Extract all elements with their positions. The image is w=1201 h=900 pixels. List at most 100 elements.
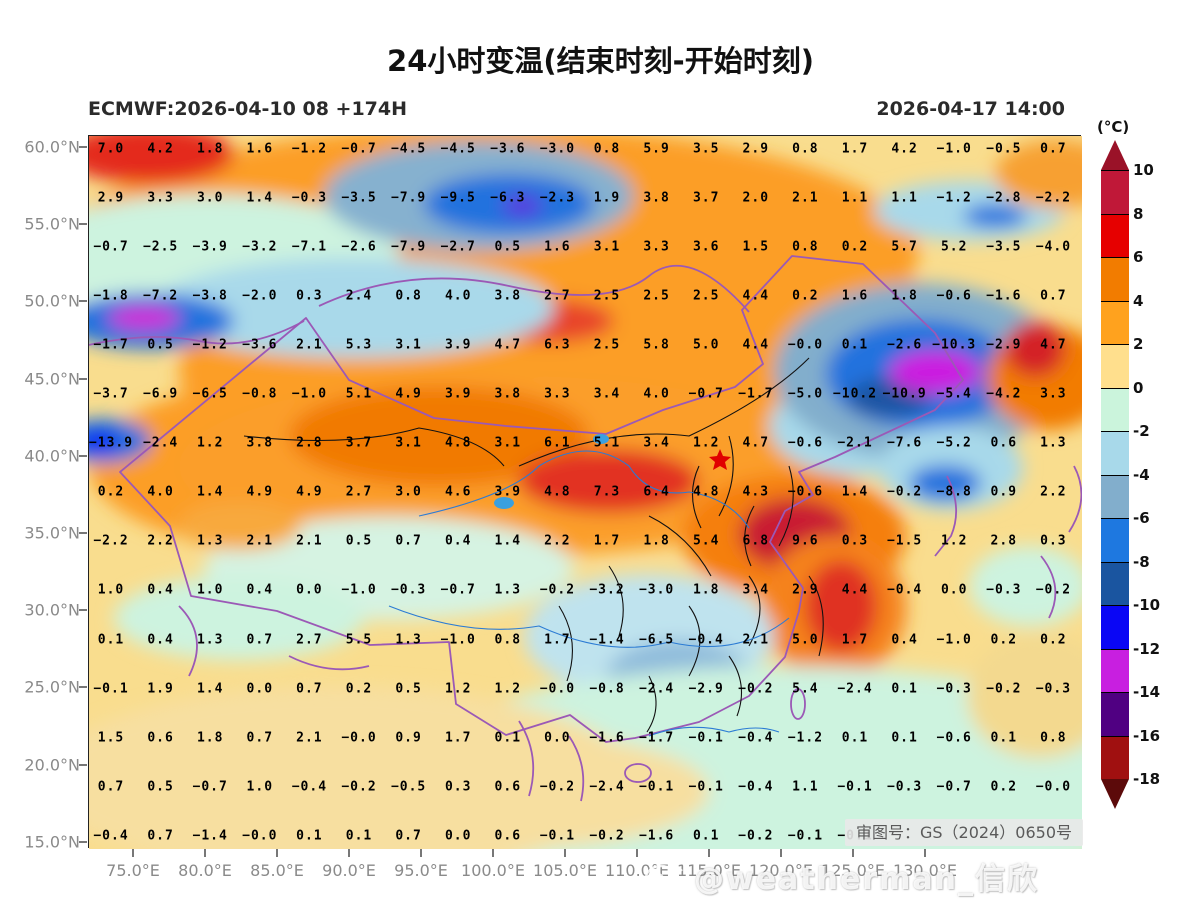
grid-value: 0.8	[792, 239, 819, 255]
grid-value: −0.7	[440, 582, 476, 598]
grid-value: 0.3	[841, 533, 869, 549]
grid-value: 3.7	[345, 435, 373, 451]
page-title: 24小时变温(结束时刻-开始时刻)	[387, 44, 814, 78]
grid-value: 5.2	[940, 239, 968, 255]
colorbar-tick-label: -6	[1133, 509, 1150, 527]
grid-value: −2.4	[589, 779, 625, 795]
lat-tick-mark	[79, 532, 87, 534]
grid-value: 1.7	[444, 730, 472, 746]
grid-value: 4.3	[742, 484, 770, 500]
grid-value: −0.2	[539, 582, 576, 598]
grid-value: 0.3	[296, 288, 323, 304]
grid-value: −0.0	[242, 828, 278, 844]
grid-value: 1.2	[940, 533, 968, 549]
grid-value: 0.3	[444, 779, 472, 795]
lon-tick-label: 80.0°E	[178, 861, 232, 880]
lon-tick-mark	[492, 849, 494, 857]
colorbar-segment	[1101, 648, 1129, 692]
grid-value: −3.2	[242, 239, 278, 255]
grid-value: 1.2	[444, 681, 472, 697]
grid-value: 4.9	[296, 484, 323, 500]
grid-value: 0.2	[841, 239, 869, 255]
grid-value: −2.4	[837, 681, 873, 697]
colorbar-segment	[1101, 170, 1129, 214]
grid-value: 2.5	[692, 288, 720, 304]
grid-value: 4.0	[147, 484, 174, 500]
grid-value: 5.4	[692, 533, 720, 549]
grid-value: 2.0	[742, 190, 770, 206]
grid-value: 1.7	[841, 632, 869, 647]
grid-value: −0.3	[986, 582, 1022, 598]
grid-value: −0.3	[390, 582, 427, 598]
lon-tick-mark	[132, 849, 134, 857]
grid-value: 6.8	[742, 533, 770, 549]
lon-tick-mark	[348, 849, 350, 857]
grid-value: 0.1	[494, 730, 522, 746]
grid-value: 0.6	[147, 730, 174, 746]
grid-value: 1.8	[692, 582, 720, 598]
grid-value: −7.1	[291, 239, 328, 255]
grid-value: −0.4	[886, 582, 923, 598]
grid-value: 0.1	[97, 632, 125, 647]
grid-value: −0.1	[837, 779, 873, 795]
grid-value: 3.9	[444, 337, 472, 353]
lat-tick-label: 55.0°N	[24, 214, 80, 234]
grid-value: −0.1	[688, 779, 724, 795]
grid-value: 1.3	[395, 632, 422, 647]
grid-value: −4.5	[390, 141, 427, 157]
grid-value: −2.7	[440, 239, 476, 255]
grid-value: −0.7	[341, 141, 377, 157]
lat-tick-mark	[79, 686, 87, 689]
grid-value: −1.0	[291, 386, 328, 402]
lon-tick-label: 85.0°E	[250, 861, 304, 880]
grid-value: −0.0	[341, 730, 377, 746]
grid-value: 1.2	[692, 435, 720, 451]
grid-value: −2.8	[986, 190, 1022, 206]
grid-value: 2.5	[643, 288, 670, 304]
lon-tick-label: 100.0°E	[461, 861, 525, 880]
grid-value: 6.3	[544, 337, 571, 353]
filled-contours	[89, 136, 1082, 849]
colorbar-tick-label: 6	[1133, 248, 1144, 266]
grid-value: 1.5	[742, 239, 770, 255]
grid-value: −3.0	[539, 141, 576, 157]
lat-tick-mark	[79, 763, 87, 766]
grid-value: −0.4	[93, 828, 129, 844]
grid-value: 3.0	[196, 190, 224, 206]
lon-tick-label: 130.0°E	[893, 861, 957, 880]
grid-value: −3.2	[589, 582, 625, 598]
colorbar-segment	[1101, 300, 1129, 344]
grid-value: 1.1	[792, 779, 819, 795]
colorbar-segment	[1101, 692, 1129, 736]
grid-value: 1.3	[494, 582, 522, 598]
colorbar-tick-label: 10	[1133, 161, 1154, 179]
colorbar-tick-label: 0	[1133, 378, 1144, 397]
colorbar-segment	[1101, 257, 1129, 301]
grid-value: 2.8	[296, 435, 323, 451]
grid-value: 1.6	[841, 288, 869, 304]
grid-value: 0.8	[792, 141, 819, 157]
grid-value: −2.4	[638, 681, 675, 697]
grid-value: 2.9	[97, 190, 125, 206]
grid-value: −3.5	[341, 190, 377, 206]
grid-value: 3.8	[494, 288, 522, 304]
lon-tick-label: 120.0°E	[749, 861, 813, 880]
grid-value: 2.5	[593, 288, 621, 304]
grid-value: 4.4	[742, 337, 770, 353]
grid-value: −3.7	[93, 386, 129, 402]
grid-value: −0.4	[688, 632, 724, 647]
lon-tick-label: 125.0°E	[821, 861, 885, 880]
grid-value: 6.4	[643, 484, 670, 500]
grid-value: 0.0	[296, 582, 323, 598]
grid-value: 0.5	[147, 337, 174, 353]
province-borders	[243, 357, 824, 733]
grid-value: −0.6	[787, 435, 824, 451]
grid-value: 3.9	[494, 484, 522, 500]
grid-value: −10.2	[832, 386, 878, 402]
grid-value: 3.3	[544, 386, 571, 402]
grid-value: 7.3	[593, 484, 621, 500]
grid-value: −0.0	[1035, 779, 1072, 795]
grid-value: 4.9	[246, 484, 274, 500]
grid-value: 3.4	[593, 386, 621, 402]
grid-value: 0.1	[990, 730, 1018, 746]
